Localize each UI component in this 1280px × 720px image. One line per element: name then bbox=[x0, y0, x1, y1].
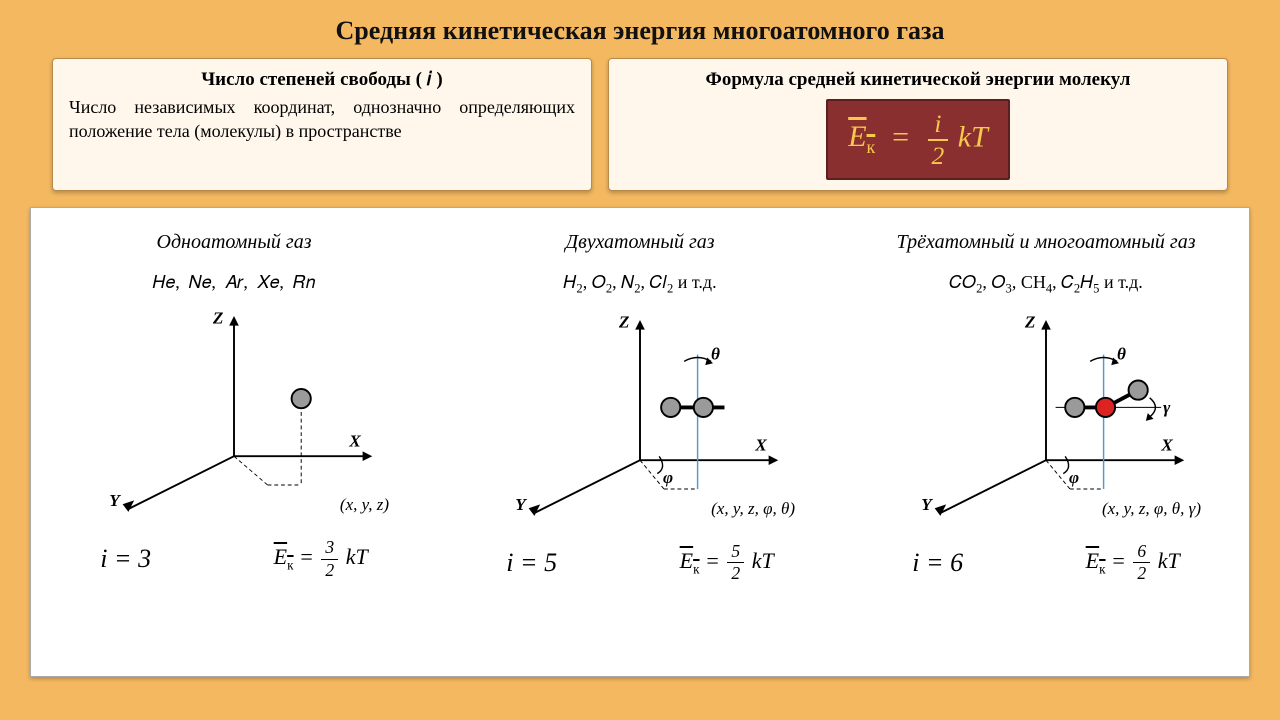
top-row: Число степеней свободы ( 𝑖 ) Число незав… bbox=[0, 58, 1280, 191]
svg-text:γ: γ bbox=[1163, 398, 1171, 417]
svg-text:X: X bbox=[1160, 435, 1173, 454]
gas-examples: 𝐻𝑒, 𝑁𝑒, 𝐴𝑟, 𝑋𝑒, 𝑅𝑛 bbox=[39, 272, 429, 293]
energy-expr: Eк = 52 kT bbox=[680, 543, 774, 583]
coords-label: (x, y, z, φ, θ) bbox=[711, 499, 795, 519]
svg-text:Z: Z bbox=[1024, 312, 1036, 331]
gases-grid: Одноатомный газ 𝐻𝑒, 𝑁𝑒, 𝐴𝑟, 𝑋𝑒, 𝑅𝑛 Z X Y… bbox=[30, 207, 1250, 677]
gas-title: Двухатомный газ bbox=[445, 218, 835, 266]
gas-examples: 𝐶𝑂2, 𝑂3, CH4, 𝐶2𝐻5 и т.д. bbox=[851, 272, 1241, 297]
i-value: i = 5 bbox=[506, 548, 557, 578]
energy-expr: Eк = 62 kT bbox=[1086, 543, 1180, 583]
gas-title: Трёхатомный и многоатомный газ bbox=[851, 218, 1241, 266]
gas-column: Трёхатомный и многоатомный газ 𝐶𝑂2, 𝑂3, … bbox=[843, 208, 1249, 676]
i-value: i = 6 bbox=[912, 548, 963, 578]
gas-examples: 𝐻2, 𝑂2, 𝑁2, 𝐶𝑙2 и т.д. bbox=[445, 272, 835, 297]
gas-diagram: Z X Y θ γ φ (x, y, z, φ, θ, γ) bbox=[851, 297, 1241, 537]
svg-text:φ: φ bbox=[1069, 468, 1079, 487]
svg-text:Y: Y bbox=[109, 491, 121, 510]
gas-diagram: Z X Y θ φ (x, y, z, φ, θ) bbox=[445, 297, 835, 537]
svg-text:Z: Z bbox=[618, 312, 630, 331]
energy-expr: Eк = 32 kT bbox=[274, 539, 368, 579]
formula-header: Формула средней кинетической энергии мол… bbox=[625, 69, 1211, 91]
page-title: Средняя кинетическая энергия многоатомно… bbox=[0, 0, 1280, 58]
svg-text:X: X bbox=[348, 432, 361, 451]
dof-header: Число степеней свободы ( 𝑖 ) bbox=[69, 69, 575, 91]
degrees-of-freedom-panel: Число степеней свободы ( 𝑖 ) Число незав… bbox=[52, 58, 592, 191]
gas-title: Одноатомный газ bbox=[39, 218, 429, 266]
dof-body: Число независимых координат, однозначно … bbox=[69, 95, 575, 144]
svg-text:θ: θ bbox=[711, 344, 720, 363]
gas-diagram: Z X Y (x, y, z) bbox=[39, 293, 429, 533]
svg-text:X: X bbox=[754, 435, 767, 454]
i-value: i = 3 bbox=[100, 544, 151, 574]
coords-label: (x, y, z) bbox=[340, 495, 389, 515]
svg-text:Z: Z bbox=[212, 309, 224, 328]
svg-text:Y: Y bbox=[921, 495, 933, 514]
svg-text:φ: φ bbox=[663, 468, 673, 487]
gas-column: Двухатомный газ 𝐻2, 𝑂2, 𝑁2, 𝐶𝑙2 и т.д. Z… bbox=[437, 208, 843, 676]
svg-text:Y: Y bbox=[515, 495, 527, 514]
formula-panel: Формула средней кинетической энергии мол… bbox=[608, 58, 1228, 191]
svg-text:θ: θ bbox=[1117, 344, 1126, 363]
gas-column: Одноатомный газ 𝐻𝑒, 𝑁𝑒, 𝐴𝑟, 𝑋𝑒, 𝑅𝑛 Z X Y… bbox=[31, 208, 437, 676]
coords-label: (x, y, z, φ, θ, γ) bbox=[1102, 499, 1201, 519]
energy-formula: Eк = i2 kT bbox=[826, 99, 1010, 180]
